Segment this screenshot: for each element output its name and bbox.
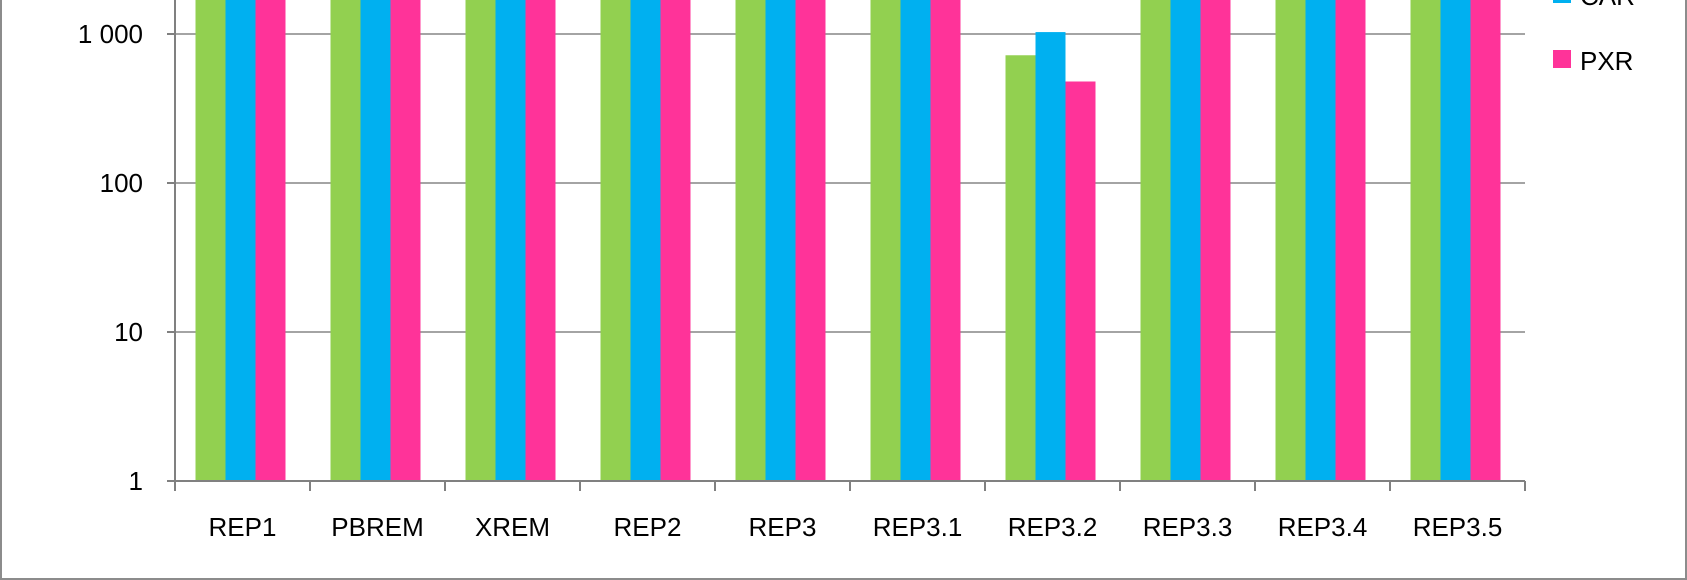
- x-tick-label: REP3.5: [1413, 512, 1503, 542]
- bar-rep2-series-3: [660, 0, 691, 481]
- bar-rep3-3-series-2: [1170, 0, 1201, 481]
- bar-pbrem-series-3: [390, 0, 421, 481]
- y-tick-label: 1: [129, 466, 143, 496]
- bar-rep3-5-series-1: [1410, 0, 1441, 481]
- y-tick-label: 1 000: [78, 19, 143, 49]
- x-tick-label: XREM: [475, 512, 550, 542]
- legend-label: PXR: [1580, 46, 1633, 76]
- bar-rep3-4-series-1: [1275, 0, 1306, 481]
- legend-swatch: [1553, 50, 1571, 68]
- bar-pbrem-series-2: [360, 0, 391, 481]
- bar-rep2-series-2: [630, 0, 661, 481]
- bar-rep3-1-series-1: [870, 0, 901, 481]
- bar-rep1-series-3: [255, 0, 286, 481]
- bar-rep3-3-series-3: [1200, 0, 1231, 481]
- legend: CAR PXR: [1553, 0, 1635, 76]
- x-tick-label: REP3: [749, 512, 817, 542]
- bar-rep3-series-1: [735, 0, 766, 481]
- bar-rep3-5-series-2: [1440, 0, 1471, 481]
- x-tick-label: REP3.1: [873, 512, 963, 542]
- x-tick-label: REP2: [614, 512, 682, 542]
- bar-rep3-2-series-2: [1035, 32, 1066, 482]
- bar-rep3-4-series-2: [1305, 0, 1336, 481]
- bar-rep3-5-series-3: [1470, 0, 1501, 481]
- bar-xrem-series-3: [525, 0, 556, 481]
- bar-rep3-series-2: [765, 0, 796, 481]
- bar-xrem-series-2: [495, 0, 526, 481]
- legend-label: CAR: [1580, 0, 1635, 11]
- x-tick-label: REP1: [209, 512, 277, 542]
- bar-rep3-2-series-1: [1005, 55, 1036, 482]
- legend-swatch: [1553, 0, 1571, 3]
- bar-rep3-2-series-3: [1065, 81, 1096, 481]
- bar-pbrem-series-1: [330, 0, 361, 481]
- y-ticks: 1 10 100 1 000: [78, 19, 175, 496]
- bar-rep3-1-series-2: [900, 0, 931, 481]
- bar-rep3-1-series-3: [930, 0, 961, 481]
- bars: [195, 0, 1501, 482]
- y-tick-label: 10: [114, 317, 143, 347]
- y-tick-label: 100: [100, 168, 143, 198]
- x-ticks: REP1 PBREM XREM REP2 REP3 REP3.1 REP3.2 REP3.3 R…: [174, 481, 1526, 542]
- bar-rep3-series-3: [795, 0, 826, 481]
- bar-rep3-3-series-1: [1140, 0, 1171, 481]
- bar-rep1-series-1: [195, 0, 226, 481]
- bar-rep3-4-series-3: [1335, 0, 1366, 481]
- x-tick-label: REP3.2: [1008, 512, 1098, 542]
- bar-xrem-series-1: [465, 0, 496, 481]
- x-tick-label: PBREM: [331, 512, 423, 542]
- bar-rep1-series-2: [225, 0, 256, 481]
- bar-rep2-series-1: [600, 0, 631, 481]
- x-tick-label: REP3.3: [1143, 512, 1233, 542]
- x-tick-label: REP3.4: [1278, 512, 1368, 542]
